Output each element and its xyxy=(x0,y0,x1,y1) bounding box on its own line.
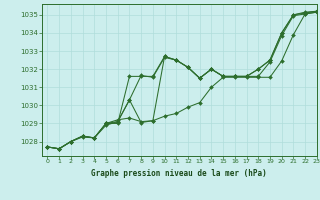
X-axis label: Graphe pression niveau de la mer (hPa): Graphe pression niveau de la mer (hPa) xyxy=(91,169,267,178)
